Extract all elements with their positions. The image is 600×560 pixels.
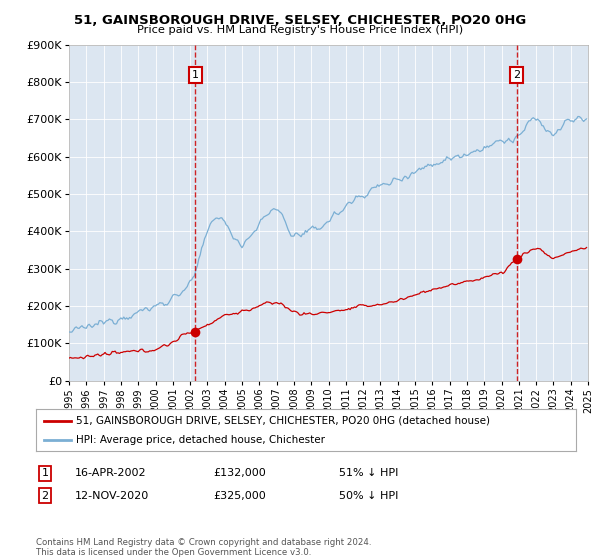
Text: HPI: Average price, detached house, Chichester: HPI: Average price, detached house, Chic… [77,435,325,445]
Text: 1: 1 [191,69,199,80]
Text: £325,000: £325,000 [213,491,266,501]
Text: 50% ↓ HPI: 50% ↓ HPI [339,491,398,501]
Text: Price paid vs. HM Land Registry's House Price Index (HPI): Price paid vs. HM Land Registry's House … [137,25,463,35]
Text: 51, GAINSBOROUGH DRIVE, SELSEY, CHICHESTER, PO20 0HG: 51, GAINSBOROUGH DRIVE, SELSEY, CHICHEST… [74,14,526,27]
Text: £132,000: £132,000 [213,468,266,478]
Text: 1: 1 [41,468,49,478]
Text: 2: 2 [513,69,520,80]
Text: 2: 2 [41,491,49,501]
Text: 51, GAINSBOROUGH DRIVE, SELSEY, CHICHESTER, PO20 0HG (detached house): 51, GAINSBOROUGH DRIVE, SELSEY, CHICHEST… [77,416,491,426]
Text: 12-NOV-2020: 12-NOV-2020 [75,491,149,501]
Text: 51% ↓ HPI: 51% ↓ HPI [339,468,398,478]
Text: 16-APR-2002: 16-APR-2002 [75,468,146,478]
Text: Contains HM Land Registry data © Crown copyright and database right 2024.
This d: Contains HM Land Registry data © Crown c… [36,538,371,557]
